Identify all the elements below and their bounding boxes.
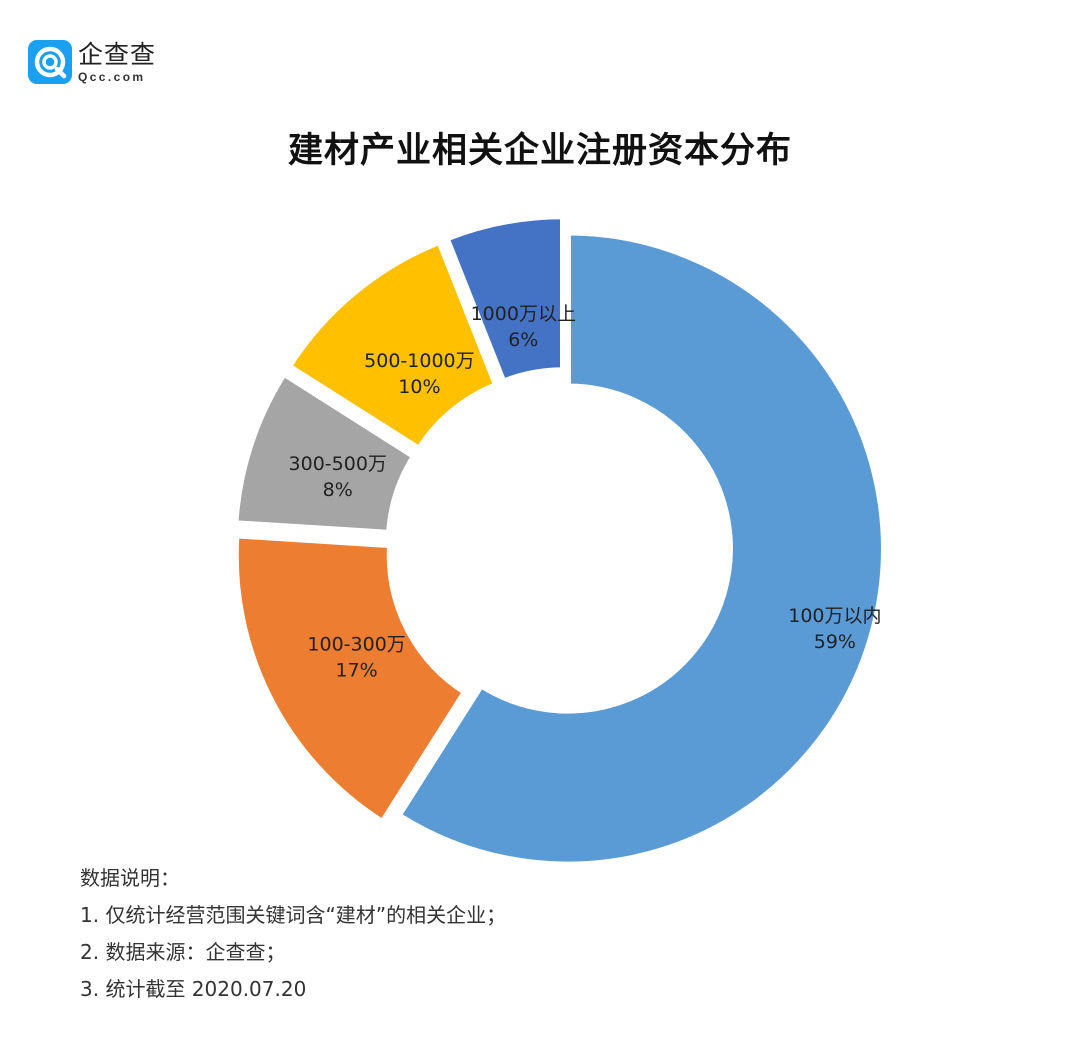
slice-value-label-5: 6% [508, 329, 538, 351]
chart-title: 建材产业相关企业注册资本分布 [287, 131, 792, 171]
slice-category-label-2: 100-300万 [307, 634, 405, 656]
slice-category-label-4: 500-1000万 [364, 350, 474, 372]
slice-category-label-3: 300-500万 [289, 453, 387, 475]
slice-category-label-1: 100万以内 [788, 605, 881, 627]
note-item-3: 3. 统计截至 2020.07.20 [80, 977, 307, 1001]
slice-value-label-3: 8% [323, 479, 353, 501]
notes-heading: 数据说明： [80, 866, 180, 890]
slice-value-label-2: 17% [335, 660, 377, 682]
slice-category-label-5: 1000万以上 [471, 303, 576, 325]
donut-slice-5 [442, 213, 567, 386]
qcc-logo-icon [28, 40, 72, 84]
donut-slice-1 [394, 229, 887, 868]
note-item-1: 1. 仅统计经营范围关键词含“建材”的相关企业； [80, 903, 507, 927]
donut-slice-3 [232, 369, 419, 537]
logo-domain: Qcc.com [78, 69, 146, 84]
slice-value-label-1: 59% [814, 631, 856, 653]
brand-logo: 企查查 Qcc.com [28, 40, 156, 84]
slice-value-label-4: 10% [398, 376, 440, 398]
donut-slice-4 [284, 237, 501, 454]
logo-name: 企查查 [78, 39, 157, 69]
note-item-2: 2. 数据来源：企查查； [80, 940, 286, 964]
donut-slice-2 [232, 532, 470, 827]
data-notes: 数据说明： 1. 仅统计经营范围关键词含“建材”的相关企业； 2. 数据来源：企… [80, 860, 506, 1008]
